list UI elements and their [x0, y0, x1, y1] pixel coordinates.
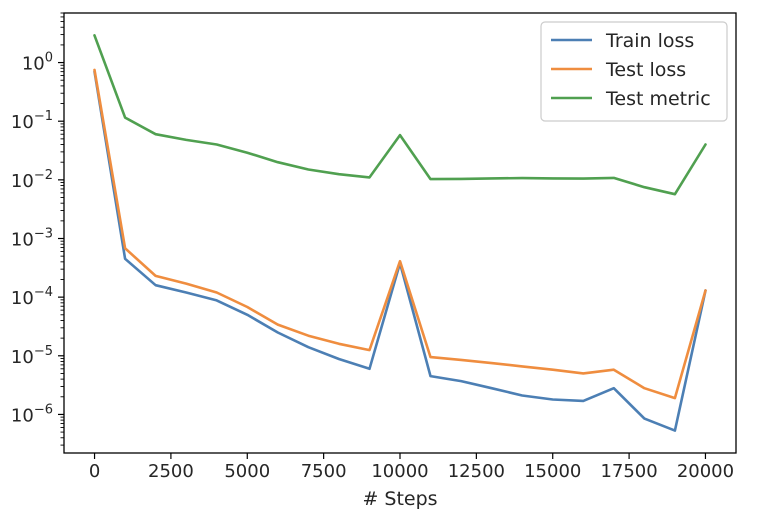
y-axis: 100 10−1 10−2 10−3 10−4 10−5 10−6	[11, 12, 64, 446]
x-tick-label: 17500	[600, 461, 657, 482]
legend-label: Test metric	[605, 88, 711, 110]
legend-box	[540, 21, 728, 122]
y-tick-label: 10−5	[11, 344, 53, 368]
x-axis-label: # Steps	[362, 488, 437, 510]
series-line-test-metric	[93, 34, 707, 196]
y-tick-label: 100	[22, 51, 53, 75]
x-tick-label: 10000	[371, 461, 428, 482]
y-tick-label: 10−6	[11, 402, 53, 426]
y-tick-label: 10−2	[11, 168, 53, 192]
legend-label: Train loss	[605, 30, 694, 52]
x-tick-label: 5000	[224, 461, 270, 482]
x-tick-label: 15000	[524, 461, 581, 482]
x-tick-label: 20000	[677, 461, 734, 482]
legend: Train loss Test loss Test metric	[540, 21, 728, 122]
x-tick-label: 12500	[448, 461, 505, 482]
y-tick-label: 10−3	[11, 226, 53, 250]
y-tick-label: 10−1	[11, 109, 53, 133]
x-axis: 0 2500 5000 7500 10000 12500 15000 17500 20000	[89, 453, 734, 482]
legend-label: Test loss	[605, 59, 686, 81]
x-tick-label: 0	[89, 461, 100, 482]
series-line-train-loss	[93, 70, 707, 432]
x-tick-label: 7500	[301, 461, 347, 482]
x-tick-label: 2500	[148, 461, 194, 482]
series-line-test-loss	[93, 68, 707, 400]
series-lines	[93, 34, 707, 432]
y-tick-label: 10−4	[11, 285, 53, 309]
